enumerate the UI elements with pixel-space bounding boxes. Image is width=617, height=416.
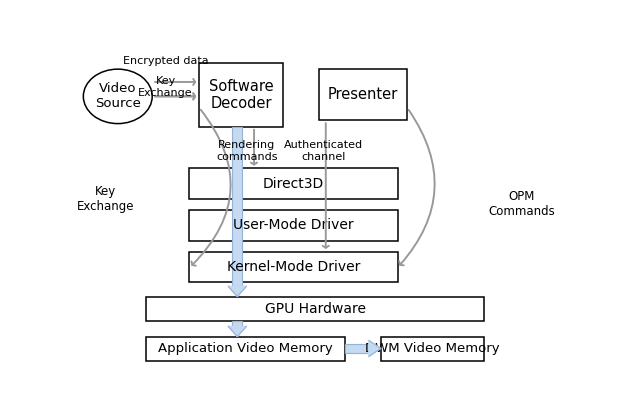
Text: Presenter: Presenter bbox=[328, 87, 398, 102]
Bar bbox=[199, 63, 283, 127]
Bar bbox=[189, 210, 397, 240]
Text: User-Mode Driver: User-Mode Driver bbox=[233, 218, 354, 232]
Text: Key
Exchange: Key Exchange bbox=[138, 76, 193, 98]
Bar bbox=[146, 337, 345, 361]
Bar bbox=[189, 252, 397, 282]
Text: GPU Hardware: GPU Hardware bbox=[265, 302, 365, 316]
Polygon shape bbox=[228, 286, 246, 297]
Polygon shape bbox=[228, 327, 246, 337]
Text: Software
Decoder: Software Decoder bbox=[209, 79, 273, 111]
Polygon shape bbox=[369, 340, 381, 357]
Text: Rendering
commands: Rendering commands bbox=[216, 140, 278, 162]
Text: Key
Exchange: Key Exchange bbox=[77, 185, 135, 213]
Text: Video
Source: Video Source bbox=[95, 82, 141, 110]
Bar bbox=[189, 168, 397, 199]
Text: OPM
Commands: OPM Commands bbox=[489, 190, 555, 218]
Text: Authenticated
channel: Authenticated channel bbox=[284, 140, 363, 162]
Bar bbox=[233, 321, 242, 327]
Text: Direct3D: Direct3D bbox=[263, 177, 324, 191]
Bar bbox=[233, 127, 242, 286]
Bar bbox=[318, 69, 407, 120]
Bar bbox=[345, 344, 369, 353]
Bar bbox=[146, 297, 484, 321]
Text: Kernel-Mode Driver: Kernel-Mode Driver bbox=[227, 260, 360, 274]
Bar bbox=[381, 337, 484, 361]
Text: Application Video Memory: Application Video Memory bbox=[159, 342, 333, 355]
Text: DWM Video Memory: DWM Video Memory bbox=[365, 342, 500, 355]
Text: Encrypted data: Encrypted data bbox=[123, 56, 209, 66]
